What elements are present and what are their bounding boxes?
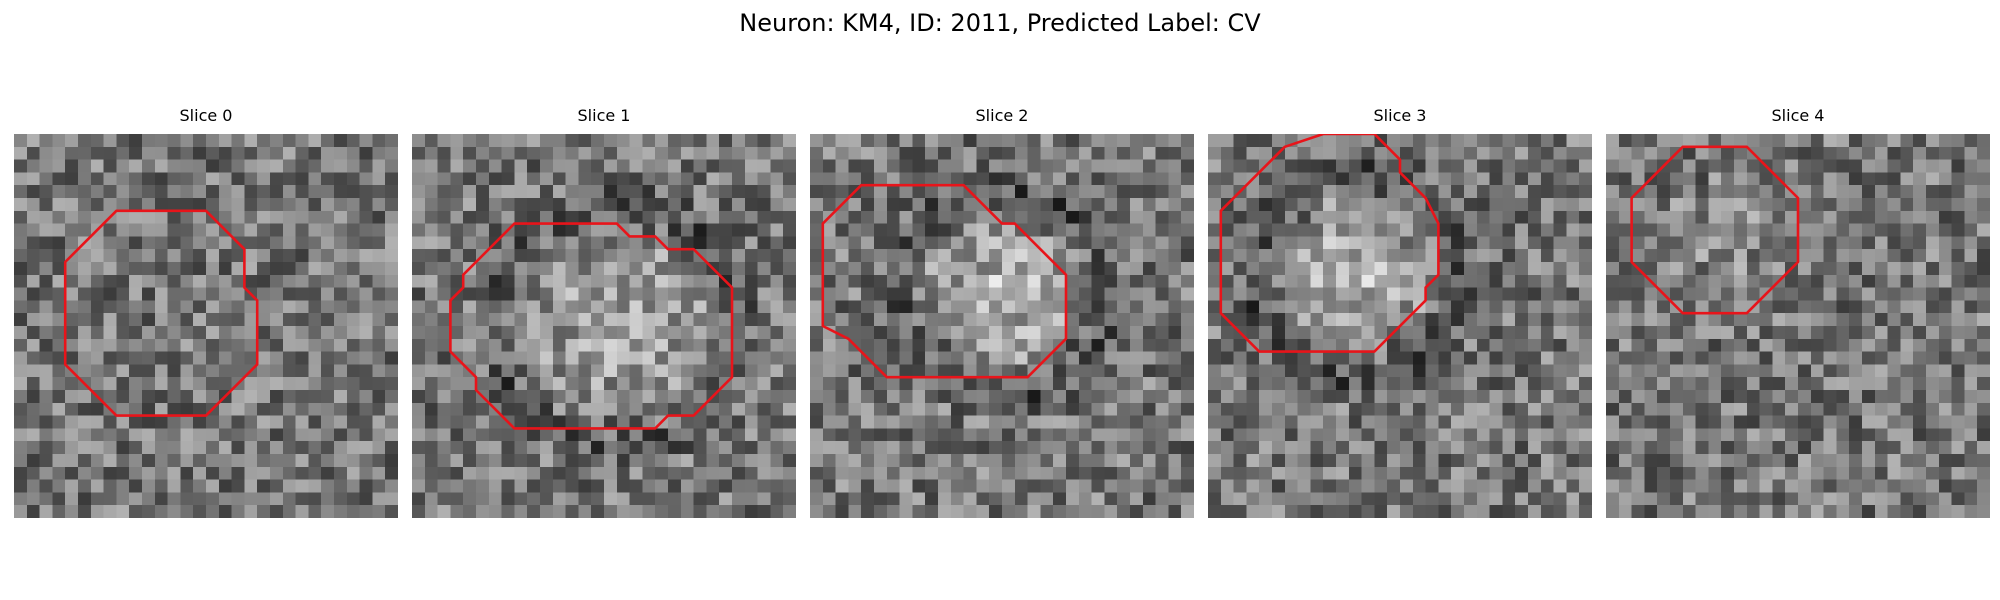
slice-image bbox=[810, 134, 1194, 518]
slice-title: Slice 4 bbox=[1771, 106, 1825, 125]
slice-title: Slice 3 bbox=[1373, 106, 1427, 125]
slice-image bbox=[1606, 134, 1990, 518]
slice-title: Slice 1 bbox=[577, 106, 631, 125]
slice-title: Slice 0 bbox=[179, 106, 233, 125]
slice-image bbox=[1208, 134, 1592, 518]
region-outline bbox=[449, 222, 734, 430]
region-outline bbox=[1219, 134, 1440, 353]
region-outline bbox=[1630, 145, 1800, 315]
region-outline bbox=[821, 183, 1068, 379]
region-outline bbox=[63, 209, 259, 417]
slice-image bbox=[14, 134, 398, 518]
slice-title: Slice 2 bbox=[975, 106, 1029, 125]
figure-title: Neuron: KM4, ID: 2011, Predicted Label: … bbox=[739, 9, 1261, 37]
slice-image bbox=[412, 134, 796, 518]
